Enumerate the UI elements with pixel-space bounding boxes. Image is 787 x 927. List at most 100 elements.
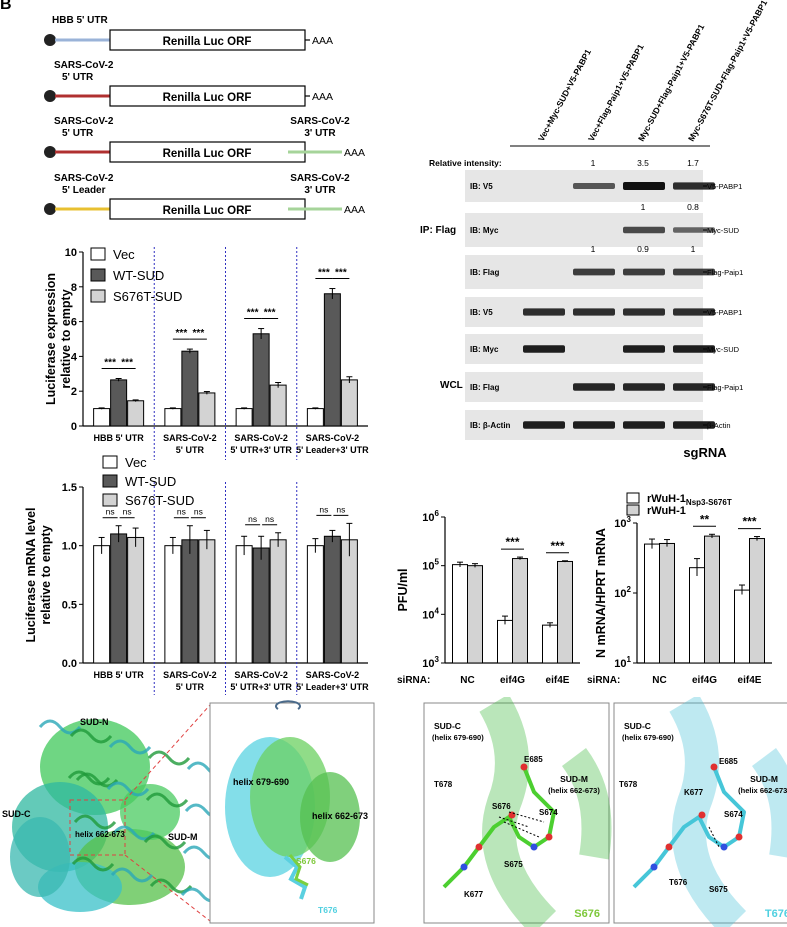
category-label: SARS-CoV-2 (306, 670, 360, 680)
bar (467, 565, 483, 664)
residue-label: K677 (464, 890, 484, 899)
bar (644, 543, 660, 664)
residue-tag: S676 (574, 908, 600, 920)
bar (689, 567, 705, 664)
utr5-label: SARS-CoV-2 (54, 116, 114, 127)
structure-label: (helix 679-690) (432, 733, 484, 742)
atom (475, 843, 483, 851)
blot-band (623, 226, 665, 234)
atom (520, 763, 528, 771)
legend-swatch (626, 492, 640, 504)
residue-sticks (288, 854, 309, 887)
cap-dot (44, 146, 56, 158)
blot-band (673, 308, 715, 316)
legend-swatch (626, 504, 640, 516)
residue-sticks (632, 766, 746, 889)
category-label: NC (652, 675, 666, 686)
significance-label: *** (264, 308, 276, 319)
luciferase-expression-chart: 0 2 4 6 8 10 Luciferase expression relative to … (44, 247, 369, 460)
siRNA-label: siRNA: (397, 675, 430, 686)
bar (497, 619, 513, 664)
y-tick-label: 103 (422, 655, 439, 670)
bar (734, 589, 750, 664)
category-label: NC (460, 675, 474, 686)
protein-overview (10, 719, 230, 912)
blot-membrane (465, 213, 703, 247)
bar (110, 379, 128, 427)
structure-label: (helix 662-673) (738, 786, 787, 795)
bar (93, 408, 111, 427)
category-label: SARS-CoV-2 (234, 433, 288, 443)
category-label: SARS-CoV-2 (234, 670, 288, 680)
utr5-label: HBB 5' UTR (52, 15, 108, 26)
helix-cartoon (300, 772, 360, 862)
bar (198, 392, 216, 427)
blot-band (623, 383, 665, 391)
significance-label: ns (336, 504, 345, 514)
quant-label: 0.8 (687, 202, 699, 212)
structure-label: S676 (296, 856, 316, 866)
residue-tag: T676 (765, 908, 787, 920)
structure-label: SUD-M (560, 774, 588, 784)
lane-label: Myc-S676T-SUD+Flag-Paip1+V5-PABP1 (686, 0, 769, 143)
atom (698, 811, 706, 819)
bar (557, 560, 573, 664)
orf-label: Renilla Luc ORF (163, 205, 252, 217)
relative-intensity-value: 3.5 (637, 158, 649, 168)
ib-label: IB: Myc (470, 345, 499, 354)
helix-cartoon (479, 697, 557, 927)
blot-band (673, 182, 715, 190)
utr5-label: SARS-CoV-2 (54, 60, 114, 71)
category-label: 5' Leader+3' UTR (296, 445, 369, 455)
legend-label: S676T-SUD (125, 493, 194, 508)
bar (659, 542, 675, 664)
category-label: SARS-CoV-2 (163, 670, 217, 680)
y-axis-label: Luciferase mRNA level (24, 507, 38, 642)
category-label: HBB 5' UTR (94, 433, 145, 443)
orf-label: Renilla Luc ORF (163, 148, 252, 160)
category-label: HBB 5' UTR (94, 670, 145, 680)
structure-label: helix 662-673 (75, 830, 125, 839)
cap-dot (44, 203, 56, 215)
significance-label: ns (265, 514, 274, 524)
target-label: V5-PABP1 (707, 182, 742, 191)
rotate-arrow-icon (275, 700, 301, 710)
relative-intensity-value: 1.7 (687, 158, 699, 168)
polya-label: AAA (312, 91, 333, 103)
helix-cartoon (669, 697, 747, 927)
bar (164, 408, 182, 427)
structure-label: SUD-C (434, 721, 461, 731)
blot-band (573, 308, 615, 316)
bar (181, 350, 199, 427)
y-axis-label: N mRNA/HPRT mRNA (594, 528, 608, 658)
structure-label: SUD-M (750, 774, 778, 784)
utr3-label: SARS-CoV-2 (290, 116, 350, 127)
helix-ribbon (147, 750, 191, 766)
wcl-label: WCL (440, 380, 463, 391)
legend-swatch (90, 247, 106, 261)
bar (235, 408, 253, 427)
blot-band (573, 183, 615, 189)
significance-label: *** (247, 308, 259, 319)
polya-label: AAA (344, 147, 365, 159)
y-axis-label: relative to empty (59, 289, 73, 388)
significance-label: *** (121, 357, 133, 368)
ib-label: IB: Flag (470, 383, 499, 392)
ib-label: IB: Myc (470, 226, 499, 235)
western-blot-panel: Vec+Myc-SUD+V5-PABP1Vec+Flag-Paip1+V5-PA… (420, 0, 769, 440)
atom (735, 833, 743, 841)
utr5-label: 5' UTR (62, 128, 94, 139)
y-tick-label: 105 (422, 558, 439, 573)
bar (512, 558, 528, 664)
structure-label: SUD-N (80, 717, 109, 727)
bar (452, 564, 468, 664)
residue-label: E685 (719, 757, 738, 766)
cap-dot (44, 90, 56, 102)
legend-swatch (90, 289, 106, 303)
ip-label: IP: Flag (420, 225, 456, 236)
polya-label: AAA (344, 204, 365, 216)
bar (235, 545, 253, 664)
structure-label: (helix 679-690) (622, 733, 674, 742)
helix-ribbon (71, 856, 115, 872)
category-label: eif4G (500, 675, 525, 686)
